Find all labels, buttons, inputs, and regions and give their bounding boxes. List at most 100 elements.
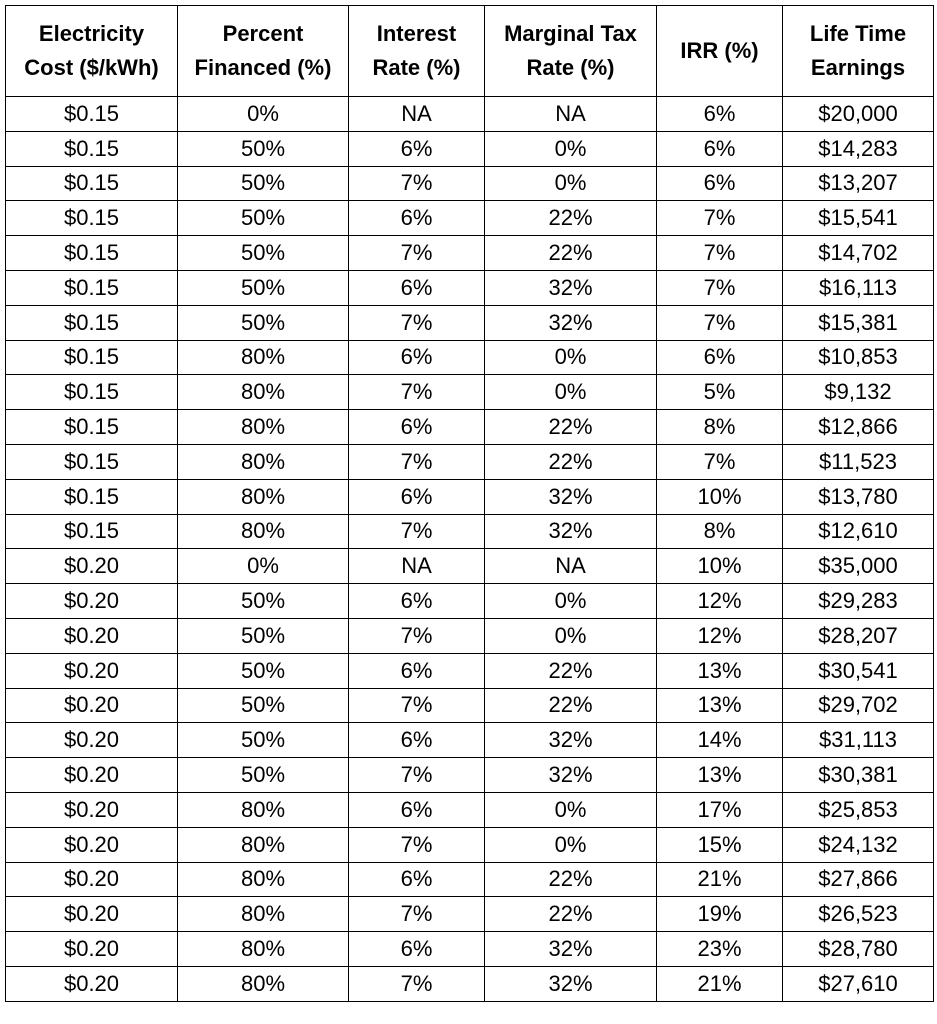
cell-interest-rate: 7% [348,757,485,793]
data-table-container: Electricity Cost ($/kWh) Percent Finance… [5,5,934,1002]
table-row: $0.15 80% 7% 32% 8% $12,610 [5,513,934,550]
cell-electricity-cost: $0.20 [5,687,178,724]
table-row: $0.15 80% 6% 22% 8% $12,866 [5,409,934,445]
cell-percent-financed: 80% [177,409,349,445]
cell-marginal-tax-rate: 0% [484,165,657,202]
table-row: $0.20 80% 6% 22% 21% $27,866 [5,861,934,898]
cell-percent-financed: 80% [177,965,349,1002]
cell-life-time-earnings: $28,207 [782,617,934,654]
cell-electricity-cost: $0.15 [5,339,178,376]
table-row: $0.20 80% 7% 0% 15% $24,132 [5,826,934,863]
table-row: $0.20 80% 6% 0% 17% $25,853 [5,791,934,828]
cell-interest-rate: 6% [348,722,485,759]
cell-interest-rate: 7% [348,826,485,863]
cell-percent-financed: 80% [177,791,349,828]
cell-electricity-cost: $0.20 [5,548,178,585]
table-row: $0.20 50% 7% 0% 12% $28,207 [5,617,934,654]
cell-irr: 21% [656,861,783,898]
cell-marginal-tax-rate: 32% [484,304,657,341]
cell-electricity-cost: $0.20 [5,896,178,933]
cell-life-time-earnings: $14,283 [782,130,934,167]
cell-percent-financed: 0% [177,548,349,585]
table-row: $0.15 0% NA NA 6% $20,000 [5,96,934,132]
cell-percent-financed: 80% [177,513,349,550]
cell-electricity-cost: $0.20 [5,583,178,619]
cell-irr: 6% [656,165,783,202]
cell-electricity-cost: $0.15 [5,165,178,202]
cell-irr: 17% [656,791,783,828]
table-row: $0.15 80% 6% 0% 6% $10,853 [5,339,934,376]
cell-interest-rate: 7% [348,165,485,202]
cell-electricity-cost: $0.15 [5,443,178,480]
cell-marginal-tax-rate: 0% [484,339,657,376]
cell-interest-rate: 6% [348,583,485,619]
cell-irr: 21% [656,965,783,1002]
cell-percent-financed: 80% [177,339,349,376]
cell-interest-rate: 7% [348,896,485,933]
cell-life-time-earnings: $29,702 [782,687,934,724]
cell-marginal-tax-rate: 32% [484,478,657,515]
cell-marginal-tax-rate: 32% [484,269,657,306]
cell-life-time-earnings: $27,866 [782,861,934,898]
cell-interest-rate: 6% [348,791,485,828]
table-row: $0.20 80% 6% 32% 23% $28,780 [5,931,934,967]
cell-interest-rate: 6% [348,339,485,376]
cell-percent-financed: 80% [177,443,349,480]
cell-irr: 12% [656,617,783,654]
cell-life-time-earnings: $27,610 [782,965,934,1002]
table-row: $0.15 50% 6% 32% 7% $16,113 [5,269,934,306]
cell-irr: 8% [656,513,783,550]
cell-irr: 15% [656,826,783,863]
cell-interest-rate: NA [348,548,485,585]
cell-irr: 7% [656,235,783,271]
cell-irr: 7% [656,304,783,341]
cell-electricity-cost: $0.15 [5,200,178,237]
cell-electricity-cost: $0.15 [5,235,178,271]
cell-life-time-earnings: $11,523 [782,443,934,480]
cell-percent-financed: 50% [177,304,349,341]
cell-irr: 6% [656,96,783,132]
cell-life-time-earnings: $13,780 [782,478,934,515]
cell-percent-financed: 50% [177,130,349,167]
cell-electricity-cost: $0.20 [5,757,178,793]
cell-irr: 6% [656,130,783,167]
cell-percent-financed: 50% [177,200,349,237]
cell-marginal-tax-rate: 32% [484,965,657,1002]
cell-life-time-earnings: $12,866 [782,409,934,445]
cell-interest-rate: 6% [348,478,485,515]
cell-life-time-earnings: $20,000 [782,96,934,132]
cell-percent-financed: 50% [177,583,349,619]
cell-marginal-tax-rate: 22% [484,652,657,689]
cell-electricity-cost: $0.20 [5,931,178,967]
cell-percent-financed: 80% [177,861,349,898]
header-row: Electricity Cost ($/kWh) Percent Finance… [5,5,934,97]
cell-marginal-tax-rate: 0% [484,130,657,167]
cell-irr: 23% [656,931,783,967]
table-row: $0.15 50% 7% 22% 7% $14,702 [5,235,934,271]
cell-interest-rate: 6% [348,200,485,237]
cell-life-time-earnings: $9,132 [782,374,934,411]
cell-life-time-earnings: $14,702 [782,235,934,271]
cell-marginal-tax-rate: 22% [484,861,657,898]
table-header: Electricity Cost ($/kWh) Percent Finance… [5,5,934,97]
table-row: $0.15 50% 7% 32% 7% $15,381 [5,304,934,341]
cell-interest-rate: 7% [348,617,485,654]
cell-percent-financed: 50% [177,652,349,689]
cell-interest-rate: 6% [348,409,485,445]
table-row: $0.15 50% 6% 22% 7% $15,541 [5,200,934,237]
cell-electricity-cost: $0.15 [5,130,178,167]
cell-electricity-cost: $0.15 [5,96,178,132]
cell-life-time-earnings: $28,780 [782,931,934,967]
header-life-time-earnings: Life Time Earnings [782,5,934,97]
cell-interest-rate: 6% [348,652,485,689]
cell-marginal-tax-rate: 22% [484,443,657,480]
cell-percent-financed: 80% [177,374,349,411]
cell-irr: 13% [656,652,783,689]
cell-life-time-earnings: $16,113 [782,269,934,306]
cell-electricity-cost: $0.15 [5,304,178,341]
cell-irr: 7% [656,200,783,237]
header-percent-financed: Percent Financed (%) [177,5,349,97]
cell-marginal-tax-rate: 22% [484,896,657,933]
cell-marginal-tax-rate: 22% [484,409,657,445]
table-row: $0.15 50% 7% 0% 6% $13,207 [5,165,934,202]
